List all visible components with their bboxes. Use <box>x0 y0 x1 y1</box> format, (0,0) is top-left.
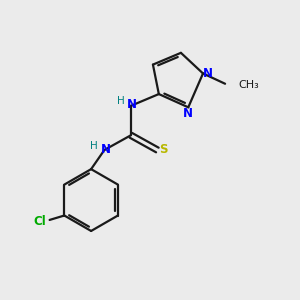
Text: CH₃: CH₃ <box>238 80 259 90</box>
Text: H: H <box>90 141 98 151</box>
Text: N: N <box>203 67 213 80</box>
Text: H: H <box>117 96 124 106</box>
Text: N: N <box>183 107 193 120</box>
Text: S: S <box>160 143 168 157</box>
Text: N: N <box>127 98 137 111</box>
Text: Cl: Cl <box>33 215 46 228</box>
Text: N: N <box>101 143 111 156</box>
